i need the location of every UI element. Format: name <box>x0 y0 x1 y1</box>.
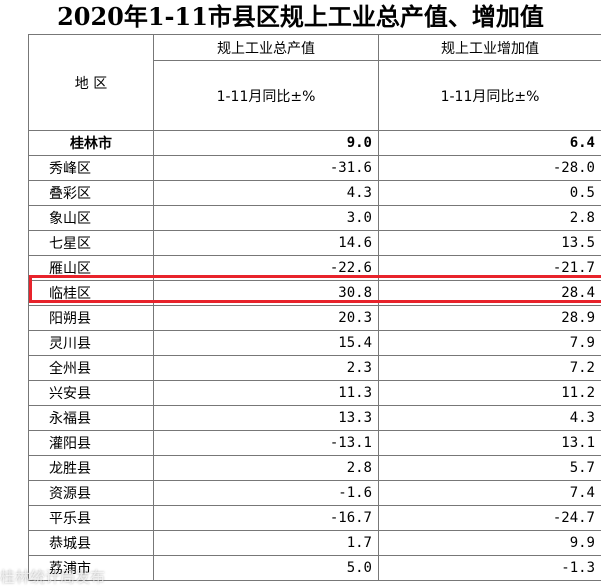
added-value-cell: 6.4 <box>378 130 601 156</box>
table-row: 全州县 2.3 7.2 <box>28 355 601 381</box>
table-row: 叠彩区 4.3 0.5 <box>28 180 601 206</box>
table-row: 资源县 -1.6 7.4 <box>28 480 601 506</box>
region-cell: 资源县 <box>28 480 154 506</box>
added-value-column-header: 规上工业增加值 <box>378 34 601 61</box>
table-row: 兴安县 11.3 11.2 <box>28 380 601 406</box>
region-cell: 全州县 <box>28 355 154 381</box>
added-value-cell: 5.7 <box>378 455 601 481</box>
output-cell: 2.8 <box>153 455 379 481</box>
added-value-cell: 28.4 <box>378 280 601 306</box>
output-cell: -31.6 <box>153 155 379 181</box>
region-cell: 雁山区 <box>28 255 154 281</box>
added-value-cell: 13.1 <box>378 430 601 456</box>
added-value-cell: -21.7 <box>378 255 601 281</box>
output-cell: 4.3 <box>153 180 379 206</box>
output-cell: 20.3 <box>153 305 379 331</box>
table-row: 秀峰区 -31.6 -28.0 <box>28 155 601 181</box>
added-value-cell: 4.3 <box>378 405 601 431</box>
table-row: 平乐县 -16.7 -24.7 <box>28 505 601 531</box>
table-row: 阳朔县 20.3 28.9 <box>28 305 601 331</box>
added-value-cell: 28.9 <box>378 305 601 331</box>
added-value-cell: -28.0 <box>378 155 601 181</box>
region-cell: 秀峰区 <box>28 155 154 181</box>
added-value-cell: 13.5 <box>378 230 601 256</box>
output-cell: 14.6 <box>153 230 379 256</box>
region-cell: 兴安县 <box>28 380 154 406</box>
output-cell: 15.4 <box>153 330 379 356</box>
region-cell: 临桂区 <box>28 280 154 306</box>
table-row: 临桂区 30.8 28.4 <box>28 280 601 306</box>
table-row: 灌阳县 -13.1 13.1 <box>28 430 601 456</box>
region-cell: 平乐县 <box>28 505 154 531</box>
table-row: 龙胜县 2.8 5.7 <box>28 455 601 481</box>
region-cell: 灌阳县 <box>28 430 154 456</box>
region-cell: 桂林市 <box>28 130 154 156</box>
region-cell: 七星区 <box>28 230 154 256</box>
region-cell: 龙胜县 <box>28 455 154 481</box>
added-value-cell: -24.7 <box>378 505 601 531</box>
output-cell: 2.3 <box>153 355 379 381</box>
output-cell: 13.3 <box>153 405 379 431</box>
table-row: 灵川县 15.4 7.9 <box>28 330 601 356</box>
added-value-cell: 7.2 <box>378 355 601 381</box>
output-cell: 3.0 <box>153 205 379 231</box>
region-cell: 象山区 <box>28 205 154 231</box>
region-cell: 叠彩区 <box>28 180 154 206</box>
output-cell: -16.7 <box>153 505 379 531</box>
added-value-cell: 0.5 <box>378 180 601 206</box>
region-cell: 恭城县 <box>28 530 154 556</box>
output-cell: -1.6 <box>153 480 379 506</box>
added-value-cell: 2.8 <box>378 205 601 231</box>
watermark: 桂林统计局发布 <box>0 568 106 586</box>
table-row: 恭城县 1.7 9.9 <box>28 530 601 556</box>
output-cell: 9.0 <box>153 130 379 156</box>
region-header: 地 区 <box>28 34 154 131</box>
output-subheader: 1-11月同比±% <box>153 60 379 131</box>
output-cell: 11.3 <box>153 380 379 406</box>
data-table: 地 区 规上工业总产值 规上工业增加值 1-11月同比±% 1-11月同比±% … <box>28 34 601 581</box>
added-value-cell: 9.9 <box>378 530 601 556</box>
output-column-header: 规上工业总产值 <box>153 34 379 61</box>
table-row: 七星区 14.6 13.5 <box>28 230 601 256</box>
region-cell: 阳朔县 <box>28 305 154 331</box>
region-cell: 灵川县 <box>28 330 154 356</box>
added-value-cell: 7.9 <box>378 330 601 356</box>
output-cell: -13.1 <box>153 430 379 456</box>
added-value-cell: 7.4 <box>378 480 601 506</box>
region-cell: 荔浦市 <box>28 555 154 581</box>
output-cell: -22.6 <box>153 255 379 281</box>
added-value-subheader: 1-11月同比±% <box>378 60 601 131</box>
table-row: 桂林市 9.0 6.4 <box>28 130 601 156</box>
output-cell: 30.8 <box>153 280 379 306</box>
output-cell: 1.7 <box>153 530 379 556</box>
table-row: 雁山区 -22.6 -21.7 <box>28 255 601 281</box>
added-value-cell: 11.2 <box>378 380 601 406</box>
table-row: 象山区 3.0 2.8 <box>28 205 601 231</box>
added-value-cell: -1.3 <box>378 555 601 581</box>
page-title: 2020年1-11市县区规上工业总产值、增加值 <box>57 2 544 31</box>
region-cell: 永福县 <box>28 405 154 431</box>
output-cell: 5.0 <box>153 555 379 581</box>
table-row: 永福县 13.3 4.3 <box>28 405 601 431</box>
